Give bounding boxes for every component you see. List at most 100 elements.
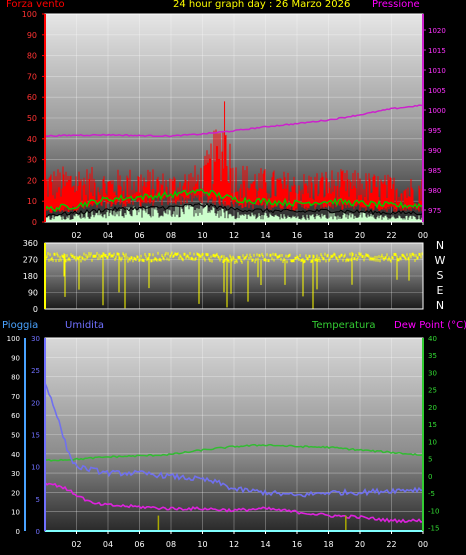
humidity-tick-label: 0: [36, 528, 40, 536]
rain-tick-label: 90: [11, 354, 20, 362]
wind-avg-series: [44, 188, 424, 213]
humidity-panel-xtick-label: 18: [323, 540, 333, 549]
wind-panel-xtick-label: 08: [166, 231, 176, 240]
pressure-title: Pressione: [372, 0, 420, 10]
compass-label: E: [437, 284, 444, 297]
temperature-tick-label: -10: [428, 507, 439, 515]
wind-panel-xtick-label: 18: [323, 231, 333, 240]
humidity-tick-label: 10: [31, 464, 40, 472]
wind-tick-label: 90: [27, 31, 37, 40]
wind-panel-xtick-label: 16: [292, 231, 302, 240]
wind-panel-xtick-label: 22: [386, 231, 396, 240]
humidity-tick-label: 5: [36, 496, 40, 504]
temperature-tick-label: -5: [428, 490, 435, 498]
pressure-tick-label: 1020: [428, 27, 446, 35]
temperature-series: [44, 443, 424, 462]
rain-tick-label: 40: [11, 451, 20, 459]
temperature-tick-label: 20: [428, 404, 437, 412]
pressure-tick-label: 990: [428, 147, 441, 155]
rain-tick-label: 10: [11, 509, 20, 517]
rain-tick-label: 0: [16, 528, 20, 536]
wind-panel-xtick-label: 14: [260, 231, 270, 240]
direction-tick-label: 180: [23, 272, 38, 281]
wind-panel-xtick-label: 20: [355, 231, 365, 240]
wind-tick-label: 60: [27, 93, 37, 102]
humidity-panel-background: [45, 338, 423, 531]
pressure-series: [44, 104, 424, 138]
humidity-panel-xtick-label: 02: [71, 540, 81, 549]
wind-tick-label: 100: [22, 10, 37, 19]
wind-panel-xtick-label: 02: [71, 231, 81, 240]
temperature-tick-label: 0: [428, 473, 432, 481]
temperature-tick-label: 30: [428, 369, 437, 377]
wind-title: Forza vento: [6, 0, 65, 10]
temperature-tick-label: 25: [428, 387, 437, 395]
wind-tick-label: 0: [32, 218, 37, 227]
wind-panel-xtick-label: 00: [418, 231, 428, 240]
temperature-tick-label: 40: [428, 335, 437, 343]
pressure-tick-label: 1005: [428, 87, 446, 95]
temperature-title: Temperatura: [312, 320, 376, 331]
pressure-tick-label: 1010: [428, 67, 446, 75]
wind-tick-label: 30: [27, 156, 37, 165]
graph-title: 24 hour graph day : 26 Marzo 2026: [173, 0, 351, 10]
wind-tick-label: 20: [27, 176, 37, 185]
pressure-tick-label: 1000: [428, 107, 446, 115]
humidity-panel-xtick-label: 10: [197, 540, 207, 549]
wind-panel-xtick-label: 10: [197, 231, 207, 240]
wind-panel-xtick-label: 12: [229, 231, 239, 240]
compass-label: N: [436, 299, 444, 312]
humidity-panel-xtick-label: 12: [229, 540, 239, 549]
humidity-tick-label: 20: [31, 399, 40, 407]
wind-tick-label: 40: [27, 135, 37, 144]
wind-speed-series: [44, 202, 424, 218]
rain-title: Pioggia: [2, 320, 39, 331]
compass-label: W: [435, 254, 446, 267]
temperature-tick-label: 35: [428, 352, 437, 360]
wind-tick-label: 80: [27, 52, 37, 61]
rain-tick-label: 80: [11, 374, 20, 382]
humidity-title: Umidita: [65, 320, 105, 331]
direction-tick-label: 0: [33, 305, 38, 314]
humidity-panel-xtick-label: 06: [134, 540, 144, 549]
temperature-tick-label: 5: [428, 456, 432, 464]
rain-tick-label: 20: [11, 489, 20, 497]
humidity-panel-xtick-label: 16: [292, 540, 302, 549]
temperature-tick-label: 15: [428, 421, 437, 429]
wind-panel-xtick-label: 06: [134, 231, 144, 240]
wind-tick-label: 10: [27, 197, 37, 206]
pressure-tick-label: 975: [428, 207, 441, 215]
humidity-tick-label: 30: [31, 335, 40, 343]
rain-tick-label: 50: [11, 432, 20, 440]
compass-label: S: [437, 269, 444, 282]
wind-panel-xtick-label: 04: [103, 231, 113, 240]
humidity-tick-label: 25: [31, 367, 40, 375]
direction-tick-label: 270: [23, 256, 38, 265]
rain-tick-label: 30: [11, 470, 20, 478]
pressure-tick-label: 995: [428, 127, 441, 135]
rain-tick-label: 100: [7, 335, 20, 343]
humidity-series: [44, 382, 424, 498]
wind-tick-label: 70: [27, 72, 37, 81]
pressure-tick-label: 1015: [428, 47, 446, 55]
humidity-panel-xtick-label: 22: [386, 540, 396, 549]
dewpoint-title: Dew Point (°C): [394, 320, 466, 331]
direction-tick-label: 90: [28, 289, 38, 298]
rain-tick-label: 60: [11, 412, 20, 420]
humidity-panel-xtick-label: 04: [103, 540, 113, 549]
compass-label: N: [436, 239, 444, 252]
humidity-panel-xtick-label: 00: [418, 540, 428, 549]
rain-tick-label: 70: [11, 393, 20, 401]
direction-tick-label: 360: [23, 239, 38, 248]
pressure-tick-label: 985: [428, 167, 441, 175]
wind-tick-label: 50: [27, 114, 37, 123]
humidity-tick-label: 15: [31, 432, 40, 440]
pressure-tick-label: 980: [428, 187, 441, 195]
temperature-tick-label: -15: [428, 525, 439, 533]
humidity-panel-xtick-label: 08: [166, 540, 176, 549]
humidity-panel-xtick-label: 14: [260, 540, 270, 549]
humidity-panel-xtick-label: 20: [355, 540, 365, 549]
dewpoint-series: [44, 481, 424, 524]
